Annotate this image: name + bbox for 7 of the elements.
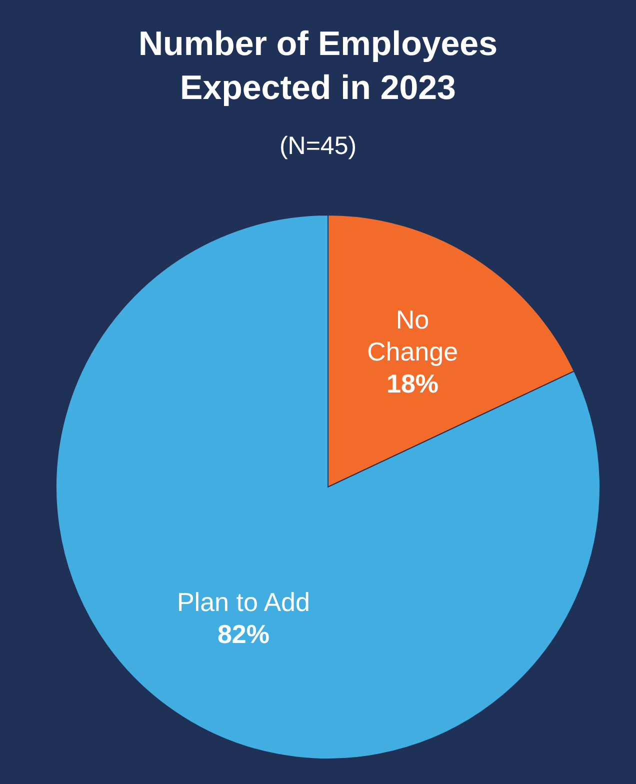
data-label: 82% <box>217 619 270 650</box>
chart-subtitle: (N=45) <box>278 132 358 161</box>
chart-title: Number of Employees Expected in 2023 <box>138 24 498 109</box>
data-label: 18% <box>386 368 439 399</box>
slice-label: No Change <box>366 304 458 367</box>
slice-label: Plan to Add <box>176 587 310 618</box>
pie-slice <box>56 214 600 760</box>
